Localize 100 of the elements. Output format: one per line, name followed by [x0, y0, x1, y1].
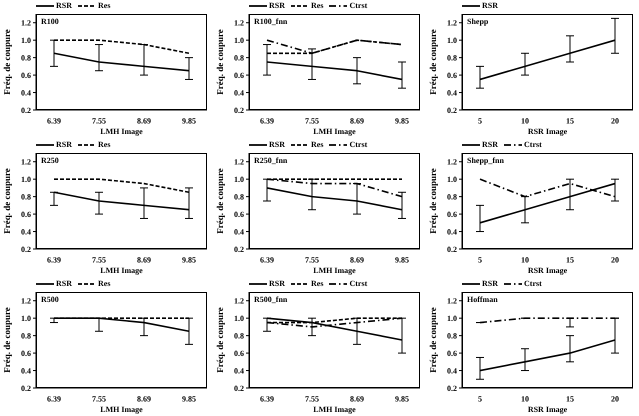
x-tick-label: 5: [478, 116, 482, 126]
legend-label: Ctrst: [524, 279, 542, 288]
legend-label: Ctrst: [349, 1, 368, 10]
x-tick-label: 9.85: [182, 394, 196, 404]
y-tick-label: 1.0: [234, 314, 244, 324]
y-tick-label: 0.8: [21, 331, 31, 340]
y-tick-label: 1.0: [447, 175, 457, 184]
y-tick-label: 0.8: [21, 192, 31, 202]
y-tick-label: 1.0: [234, 36, 244, 46]
x-tick-label: 6.39: [47, 394, 61, 404]
x-tick-label: 9.85: [395, 116, 409, 126]
y-tick-label: 0.2: [447, 384, 457, 393]
x-tick-label: 9.85: [182, 256, 196, 265]
y-tick-label: 0.4: [21, 227, 31, 236]
y-tick-label: 0.6: [21, 70, 31, 80]
y-tick-label: 0.4: [234, 88, 244, 98]
legend-label: Res: [98, 1, 110, 10]
y-tick-label: 1.2: [21, 296, 31, 306]
legend-label: Res: [311, 279, 324, 288]
chart-title: Shepp_fnn: [467, 156, 504, 165]
legend-label: RSR: [269, 279, 286, 288]
x-axis-title: LMH Image: [100, 266, 144, 275]
y-tick-label: 1.2: [447, 158, 457, 167]
y-tick-label: 1.2: [21, 18, 31, 28]
y-tick-label: 0.2: [21, 106, 31, 115]
y-tick-label: 0.6: [447, 210, 457, 219]
x-tick-label: 7.55: [305, 394, 319, 404]
x-axis-title: LMH Image: [313, 127, 356, 136]
x-tick-label: 7.55: [92, 116, 106, 126]
x-tick-label: 6.39: [260, 394, 274, 404]
legend-label: Res: [311, 1, 324, 10]
x-tick-label: 10: [521, 256, 529, 265]
y-tick-label: 0.2: [21, 244, 31, 254]
y-axis-title: Fréq. de coupure: [428, 29, 438, 95]
y-tick-label: 0.6: [234, 210, 244, 219]
legend-label: Ctrst: [349, 140, 368, 149]
y-tick-label: 0.4: [21, 366, 31, 376]
x-tick-label: 6.39: [260, 116, 274, 126]
y-tick-label: 1.0: [234, 175, 244, 184]
y-tick-label: 0.6: [447, 70, 457, 80]
y-tick-label: 1.0: [21, 175, 31, 184]
x-tick-label: 5: [478, 394, 482, 404]
y-tick-label: 0.8: [21, 53, 31, 62]
x-tick-label: 5: [478, 256, 482, 265]
y-axis-title: Fréq. de coupure: [215, 29, 225, 95]
x-tick-label: 7.55: [92, 394, 106, 404]
x-tick-label: 20: [611, 394, 619, 404]
y-tick-label: 0.4: [21, 88, 31, 98]
x-tick-label: 10: [521, 394, 529, 404]
legend-label: RSR: [56, 279, 72, 288]
x-tick-label: 7.55: [305, 256, 319, 265]
legend-label: Res: [98, 140, 110, 149]
x-axis-title: LMH Image: [313, 405, 356, 414]
y-axis-title: Fréq. de coupure: [428, 307, 438, 373]
y-tick-label: 1.2: [234, 18, 244, 28]
x-axis-title: LMH Image: [100, 127, 144, 136]
legend-label: Ctrst: [349, 279, 368, 288]
y-axis-title: Fréq. de coupure: [215, 168, 225, 234]
chart-title: R250_fnn: [254, 156, 288, 165]
chart-title: R500_fnn: [254, 295, 288, 304]
x-axis-title: LMH Image: [313, 266, 356, 275]
x-tick-label: 15: [566, 256, 574, 265]
legend-label: RSR: [482, 140, 498, 149]
y-tick-label: 0.2: [234, 106, 244, 115]
y-tick-label: 0.8: [447, 331, 457, 340]
x-tick-label: 10: [521, 116, 529, 126]
y-tick-label: 0.4: [234, 227, 244, 236]
chart-title: R100_fnn: [254, 17, 288, 26]
y-tick-label: 1.0: [21, 314, 31, 324]
y-axis-title: Fréq. de coupure: [428, 168, 438, 234]
y-axis-title: Fréq. de coupure: [2, 168, 12, 234]
legend-label: Res: [311, 140, 324, 149]
x-tick-label: 6.39: [47, 116, 61, 126]
y-tick-label: 0.8: [447, 192, 457, 202]
x-tick-label: 8.69: [350, 394, 364, 404]
legend-label: RSR: [56, 1, 72, 10]
y-tick-label: 0.6: [447, 348, 457, 358]
y-tick-label: 0.4: [234, 366, 244, 376]
y-tick-label: 0.6: [234, 348, 244, 358]
chart-title: Hoffman: [467, 295, 498, 304]
x-tick-label: 8.69: [137, 394, 151, 404]
legend-label: Ctrst: [524, 140, 542, 149]
x-axis-title: LMH Image: [100, 405, 144, 414]
legend-label: RSR: [482, 279, 498, 288]
x-tick-label: 8.69: [137, 116, 151, 126]
chart-title: R250: [41, 156, 59, 165]
x-tick-label: 9.85: [395, 256, 409, 265]
x-axis-title: RSR Image: [528, 127, 568, 136]
y-tick-label: 1.0: [447, 314, 457, 324]
x-tick-label: 7.55: [92, 256, 106, 265]
y-tick-label: 0.4: [447, 227, 457, 236]
y-tick-label: 1.2: [21, 158, 31, 167]
x-tick-label: 8.69: [350, 256, 364, 265]
y-tick-label: 0.6: [21, 348, 31, 358]
y-tick-label: 0.8: [234, 192, 244, 202]
x-tick-label: 9.85: [395, 394, 409, 404]
y-tick-label: 0.2: [447, 244, 457, 254]
y-tick-label: 1.2: [234, 296, 244, 306]
x-axis-title: RSR Image: [528, 266, 568, 275]
y-tick-label: 0.4: [447, 88, 457, 98]
